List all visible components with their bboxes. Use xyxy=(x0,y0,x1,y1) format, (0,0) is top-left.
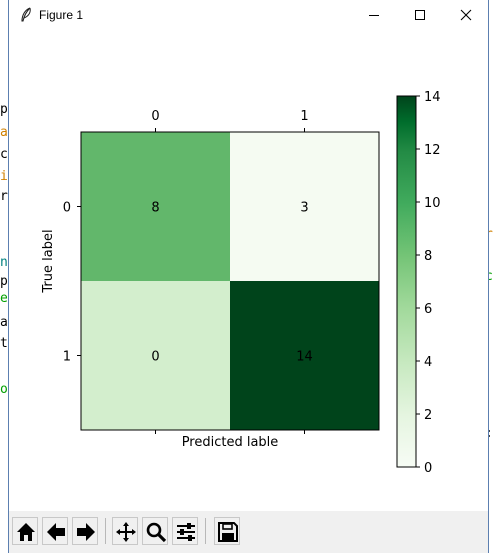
feather-icon xyxy=(21,7,31,22)
forward-button[interactable] xyxy=(72,517,98,545)
plot-frame xyxy=(80,131,380,431)
cell-value-label: 3 xyxy=(300,201,308,216)
y-axis-label: True label xyxy=(41,229,56,293)
background-code-char: o xyxy=(0,382,8,397)
background-editor-right: r c : xyxy=(488,227,493,440)
background-code-char: r xyxy=(0,189,8,204)
save-icon xyxy=(218,522,238,542)
colorbar-tick-label: 12 xyxy=(424,143,441,158)
cell-value-label: 14 xyxy=(296,350,313,365)
minimize-icon xyxy=(369,15,379,16)
colorbar-tick-label: 6 xyxy=(424,302,432,317)
background-code-char: a xyxy=(0,315,8,330)
background-code-char: c xyxy=(0,147,8,162)
forward-icon xyxy=(77,523,95,541)
close-icon xyxy=(460,9,472,21)
heatmap-cell xyxy=(230,132,379,281)
cell-value-label: 8 xyxy=(151,201,159,216)
figure-window: Figure 1 8 3 0 14 0 1 0 1 Predicted lable True la… xyxy=(8,0,489,553)
colorbar-tick-label: 10 xyxy=(424,196,441,211)
y-tick-label: 1 xyxy=(63,350,71,365)
cell-value-label: 0 xyxy=(151,350,159,365)
navigation-toolbar xyxy=(9,511,488,553)
colorbar-tick-label: 0 xyxy=(424,461,432,476)
colorbar-gradient xyxy=(396,95,417,468)
y-tick-label: 0 xyxy=(63,201,71,216)
back-icon xyxy=(47,523,65,541)
back-button[interactable] xyxy=(42,517,68,545)
background-code-char: a xyxy=(0,125,8,140)
pan-button[interactable] xyxy=(112,517,138,545)
zoom-icon xyxy=(146,522,167,543)
confusion-matrix-heatmap: 8 3 0 14 0 1 0 1 Predicted lable True label xyxy=(41,109,380,450)
toolbar-separator xyxy=(205,518,206,544)
background-code-char: i xyxy=(0,169,8,184)
x-axis-label: Predicted lable xyxy=(182,435,279,450)
subplots-button[interactable] xyxy=(172,517,198,545)
colorbar-tick-label: 2 xyxy=(424,408,432,423)
subplots-icon xyxy=(177,523,195,541)
maximize-icon xyxy=(415,10,425,20)
heatmap-cell xyxy=(81,132,230,281)
heatmap-cell xyxy=(230,281,379,430)
minimize-button[interactable] xyxy=(351,0,397,31)
close-button[interactable] xyxy=(443,0,489,31)
x-tick-label: 0 xyxy=(151,109,159,124)
background-code-char: n xyxy=(0,255,8,270)
background-code-char: e xyxy=(0,291,8,306)
save-button[interactable] xyxy=(214,517,240,545)
home-icon xyxy=(17,523,35,541)
colorbar-tick-label: 8 xyxy=(424,249,432,264)
x-tick-label: 1 xyxy=(300,109,308,124)
background-code-char: p xyxy=(0,274,8,289)
maximize-button[interactable] xyxy=(397,0,443,31)
background-code-char: t xyxy=(0,336,8,351)
colorbar-tick-label: 4 xyxy=(424,355,432,370)
colorbar-tick-label: 14 xyxy=(424,90,441,105)
window-title: Figure 1 xyxy=(39,8,84,22)
title-bar[interactable]: Figure 1 xyxy=(9,0,488,31)
zoom-button[interactable] xyxy=(142,517,168,545)
toolbar-separator xyxy=(105,518,106,544)
heatmap-cell xyxy=(81,281,230,430)
background-code-char: p xyxy=(0,102,8,117)
pan-icon xyxy=(116,522,136,542)
home-button[interactable] xyxy=(12,517,38,545)
colorbar: 0 2 4 6 8 10 12 14 xyxy=(396,90,441,476)
